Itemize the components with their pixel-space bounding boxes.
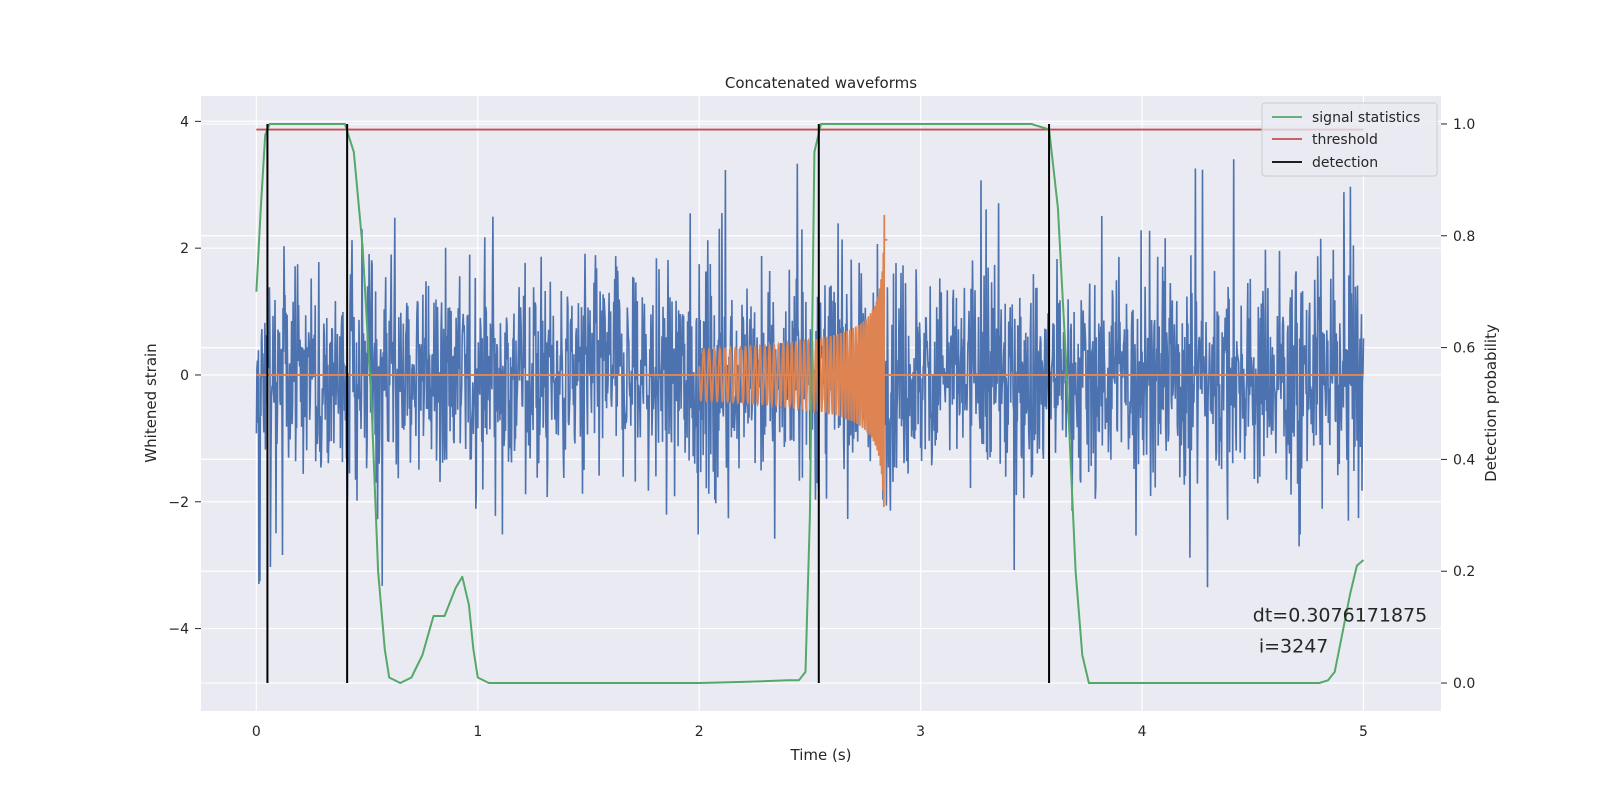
chart-title: Concatenated waveforms — [725, 74, 917, 92]
y-tick-label: −2 — [168, 495, 189, 511]
x-tick-label: 1 — [473, 724, 482, 740]
statistics-line — [255, 123, 1365, 684]
x-tick-label: 0 — [252, 724, 261, 740]
statistics-series — [255, 123, 1365, 684]
y-tick-label: −4 — [168, 622, 189, 638]
chirp-line — [698, 214, 888, 508]
y-tick-label: 0 — [180, 368, 189, 384]
annotation-dt: dt=0.3076171875 — [1253, 605, 1427, 627]
x-axis-label: Time (s) — [790, 746, 852, 764]
y2-tick-label: 0.6 — [1453, 341, 1475, 357]
x-tick-label: 4 — [1138, 724, 1147, 740]
legend: signal statistics threshold detection — [1261, 102, 1438, 177]
legend-label-detection: detection — [1312, 155, 1378, 171]
y2-tick-label: 0.0 — [1453, 676, 1475, 692]
y2-tick-label: 0.8 — [1453, 229, 1475, 245]
y2-tick-label: 0.4 — [1453, 452, 1475, 468]
detection-series — [266, 123, 1051, 684]
legend-box — [1261, 102, 1438, 177]
y-tick-label: 2 — [180, 241, 189, 257]
legend-label-threshold: threshold — [1312, 132, 1378, 148]
y2-axis-label: Detection probability — [1482, 324, 1500, 482]
chirp-series — [256, 214, 1364, 508]
x-tick-label: 3 — [916, 724, 925, 740]
legend-label-statistics: signal statistics — [1312, 110, 1420, 126]
y2-tick-label: 1.0 — [1453, 117, 1475, 133]
x-tick-label: 2 — [695, 724, 704, 740]
y-axis-label: Whitened strain — [142, 343, 160, 462]
x-tick-label: 5 — [1359, 724, 1368, 740]
y-tick-label: 4 — [180, 114, 189, 130]
tick-labels: 0 1 2 3 4 5 −4 −2 0 2 4 0.0 0.2 0.4 0.6 0.8 1.0 — [168, 114, 1475, 740]
y2-tick-label: 0.2 — [1453, 564, 1475, 580]
annotation-index: i=3247 — [1253, 635, 1329, 657]
